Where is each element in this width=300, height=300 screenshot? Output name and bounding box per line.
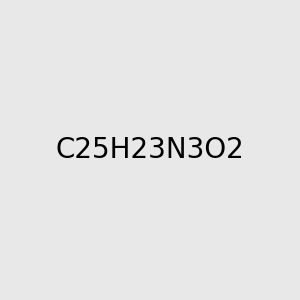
Text: C25H23N3O2: C25H23N3O2 [56,136,244,164]
